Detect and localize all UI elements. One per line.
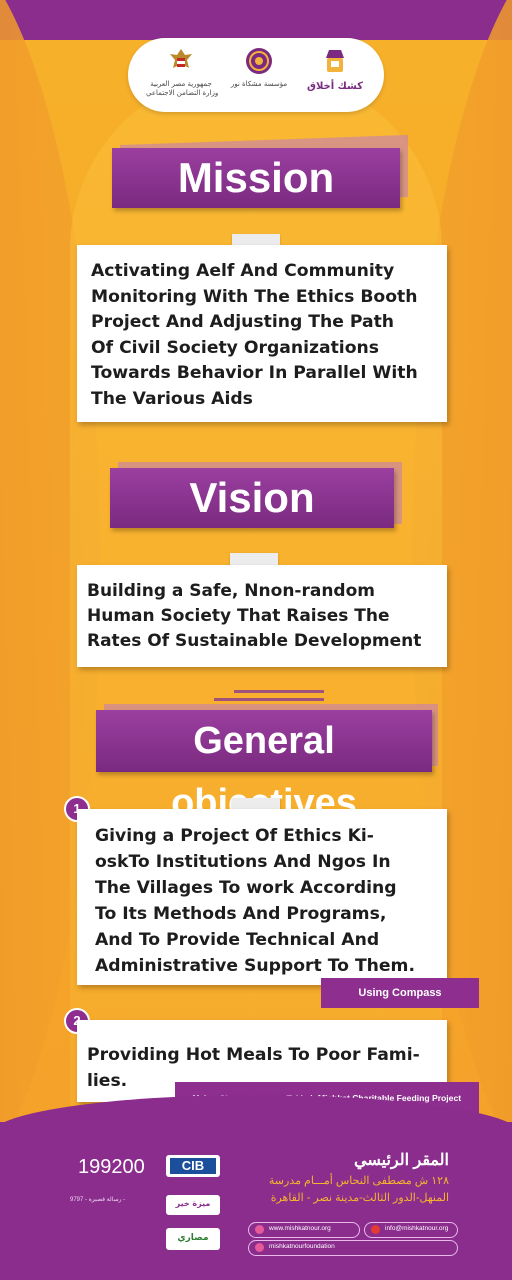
vision-line-3: Rates Of Sustainable Development	[87, 631, 422, 651]
top-band	[0, 0, 512, 40]
gov-line-1: جمهورية مصر العربية	[150, 80, 212, 88]
cib-logo-text: CIB	[170, 1158, 216, 1174]
objective-1-line-1: Giving a Project Of Ethics Ki-	[95, 826, 374, 846]
mission-line-6: The Various Aids	[91, 388, 253, 409]
foundation-emblem-icon	[246, 48, 272, 74]
vision-line-2: Human Society That Raises The	[87, 606, 390, 626]
mission-card: Activating Aelf And Community Monitoring…	[77, 245, 447, 422]
masary-label: مصاري	[177, 1233, 209, 1243]
vision-line-1: Building a Safe, Nnon-random	[87, 581, 375, 601]
mission-title: Mission	[112, 148, 400, 208]
vision-tape	[230, 553, 278, 568]
mission-line-4: Of Civil Society Organizations	[91, 337, 379, 358]
objective-1-line-2: oskTo Institutions And Ngos In	[95, 852, 391, 872]
cib-logo: CIB	[166, 1155, 220, 1177]
vision-card: Building a Safe, Nnon-random Human Socie…	[77, 565, 447, 667]
address-line-1: ١٢٨ ش مصطفى النحاس أمـــام مدرسة	[268, 1175, 449, 1187]
objective-2-line-1: Providing Hot Meals To Poor Fami-	[87, 1045, 420, 1065]
mission-line-2: Monitoring With The Ethics Booth	[91, 286, 418, 307]
facebook-pill[interactable]: mishkatnourfoundation	[248, 1240, 458, 1256]
mail-icon	[371, 1225, 380, 1234]
mission-line-3: Project And Adjusting The Path	[91, 312, 395, 333]
kiosk-logo: كشك أخلاق	[300, 46, 370, 94]
foundation-logo: مؤسسة مشكاة نور	[226, 46, 292, 89]
decor-line-2	[214, 698, 324, 701]
meeza-logo: ميزة خير	[166, 1195, 220, 1215]
kiosk-name: كشك أخلاق	[307, 81, 363, 92]
meeza-label: ميزة خير	[175, 1199, 211, 1208]
meeza-text: رسالة قصيرة - 9797 -	[70, 1197, 126, 1203]
kiosk-icon	[326, 50, 344, 72]
email-link[interactable]: info@mishkatnour.org	[385, 1225, 449, 1232]
address-line-2: المنهل-الدور الثالث-مدينة نصر - القاهرة	[270, 1192, 449, 1204]
objective-1-line-5: And To Provide Technical And	[95, 930, 380, 950]
objective-1-line-4: To Its Methods And Programs,	[95, 904, 387, 924]
logo-bar: جمهورية مصر العربية وزارة التضامن الاجتم…	[128, 38, 384, 112]
facebook-link[interactable]: mishkatnourfoundation	[269, 1243, 335, 1250]
website-pill[interactable]: www.mishkatnour.org	[248, 1222, 360, 1238]
masary-logo: مصاري	[166, 1228, 220, 1250]
objective-1-card: Giving a Project Of Ethics Ki- oskTo Ins…	[77, 809, 447, 985]
mission-line-5: Towards Behavior In Parallel With	[91, 363, 418, 384]
vision-title: Vision	[110, 468, 394, 528]
objectives-title: General objectives	[96, 710, 432, 824]
facebook-icon	[255, 1243, 264, 1252]
footer	[0, 1122, 512, 1280]
email-pill[interactable]: info@mishkatnour.org	[364, 1222, 458, 1238]
objective-1-line-3: The Villages To work According	[95, 878, 397, 898]
government-logo: جمهورية مصر العربية وزارة التضامن الاجتم…	[146, 46, 219, 98]
decor-line-1	[234, 690, 324, 693]
globe-icon	[255, 1225, 264, 1234]
hq-title: المقر الرئيسي	[354, 1152, 449, 1169]
gov-line-2: وزارة التضامن الاجتماعي	[146, 89, 219, 97]
objective-1-line-6: Administrative Support To Them.	[95, 956, 415, 976]
objective-1-tag: Using Compass	[321, 978, 479, 1008]
donation-number: 199200	[78, 1156, 145, 1178]
mission-line-1: Activating Aelf And Community	[91, 261, 395, 281]
objective-2-line-2: lies.	[87, 1071, 128, 1091]
eagle-emblem-icon	[170, 49, 192, 68]
foundation-name: مؤسسة مشكاة نور	[230, 80, 288, 88]
website-link[interactable]: www.mishkatnour.org	[269, 1225, 331, 1232]
